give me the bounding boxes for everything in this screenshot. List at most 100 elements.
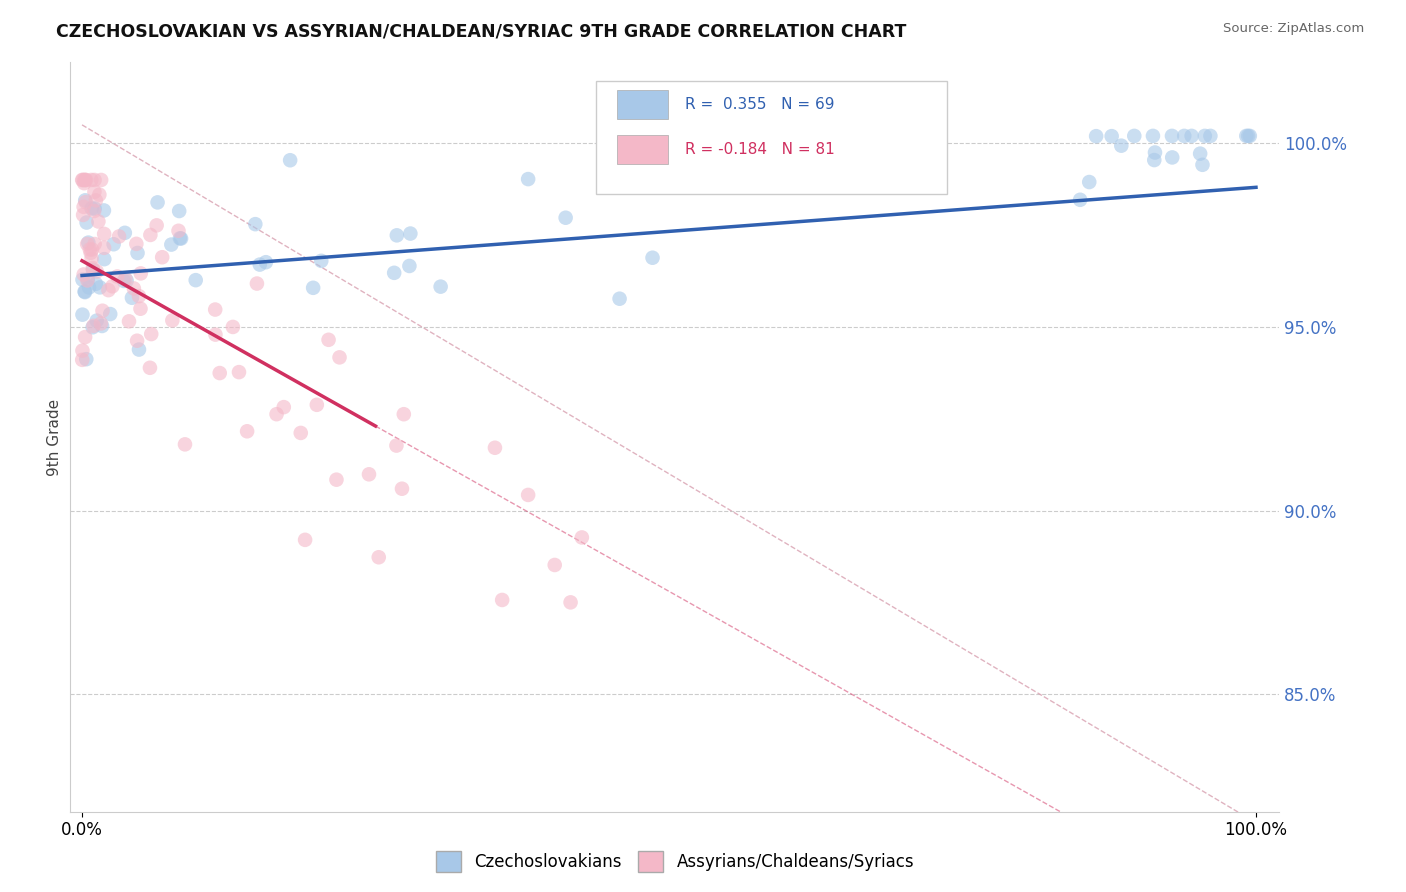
Point (1237, 128, 1260, 143)
Point (87, 214, 110, 228)
Point (429, 279, 451, 293)
Point (254, 255, 277, 269)
Point (115, 274, 138, 288)
Point (80, 243, 103, 257)
Point (80, 252, 103, 266)
Point (73, 176, 96, 190)
Point (294, 533, 316, 547)
Text: R = -0.184   N = 81: R = -0.184 N = 81 (685, 142, 834, 157)
Point (398, 259, 420, 273)
Point (484, 441, 506, 455)
Point (79, 243, 101, 257)
Point (73, 268, 96, 282)
Point (83, 202, 105, 216)
Point (318, 333, 340, 347)
Point (83, 185, 105, 199)
Point (128, 343, 150, 357)
Point (1161, 150, 1184, 164)
Point (70, 352, 93, 367)
Point (118, 314, 141, 328)
Point (236, 424, 259, 438)
Point (305, 398, 328, 412)
Point (80, 173, 103, 187)
Point (128, 289, 150, 303)
Point (560, 595, 582, 609)
Point (90, 317, 112, 331)
Point (101, 279, 124, 293)
Point (139, 360, 162, 375)
Point (266, 407, 288, 421)
Point (129, 266, 152, 280)
Point (399, 227, 422, 241)
Point (82, 320, 104, 334)
Point (122, 281, 145, 295)
Point (114, 272, 136, 286)
Point (82, 260, 104, 275)
Point (249, 258, 271, 272)
Point (641, 251, 664, 265)
Point (325, 473, 347, 487)
Point (93, 203, 115, 218)
Point (1181, 128, 1204, 143)
Point (1143, 145, 1166, 160)
Point (517, 488, 540, 502)
Point (72, 173, 94, 187)
Point (75, 195, 97, 210)
Point (1194, 128, 1216, 143)
Point (571, 531, 593, 545)
Point (76, 273, 98, 287)
Point (167, 224, 190, 238)
Point (139, 227, 162, 242)
Point (245, 217, 267, 231)
Point (544, 558, 567, 572)
Point (204, 327, 226, 342)
Point (162, 313, 184, 327)
Point (290, 425, 312, 440)
Point (150, 250, 173, 264)
Point (84, 277, 107, 291)
Point (1189, 146, 1212, 161)
Point (80, 202, 103, 216)
Point (127, 246, 149, 260)
Point (75, 173, 97, 187)
Point (1101, 129, 1123, 144)
Point (1234, 128, 1257, 143)
Point (609, 292, 631, 306)
Point (75, 352, 97, 367)
Point (83, 204, 105, 219)
Point (97, 283, 120, 297)
Text: Source: ZipAtlas.com: Source: ZipAtlas.com (1223, 22, 1364, 36)
Point (112, 274, 135, 288)
Point (129, 301, 152, 316)
Point (89, 187, 111, 202)
FancyBboxPatch shape (617, 90, 668, 119)
Point (76, 215, 98, 229)
Point (1069, 193, 1091, 207)
Point (160, 237, 183, 252)
Point (278, 153, 301, 168)
Point (76, 272, 98, 286)
Point (145, 219, 167, 233)
Point (391, 482, 413, 496)
Point (1111, 138, 1133, 153)
Point (554, 211, 576, 225)
Point (208, 366, 231, 380)
Point (302, 281, 325, 295)
Point (170, 231, 193, 245)
Point (82, 263, 104, 277)
Point (382, 266, 405, 280)
Point (517, 172, 540, 186)
Point (311, 253, 333, 268)
Point (328, 351, 350, 365)
Point (75, 173, 97, 187)
Point (83, 237, 105, 252)
Point (83, 173, 105, 187)
Text: R =  0.355   N = 69: R = 0.355 N = 69 (685, 97, 834, 112)
Point (75, 330, 97, 344)
Point (167, 204, 190, 219)
Point (91, 318, 114, 333)
Point (91, 303, 114, 318)
Point (146, 195, 169, 210)
Point (1239, 128, 1261, 143)
Point (77, 280, 100, 294)
